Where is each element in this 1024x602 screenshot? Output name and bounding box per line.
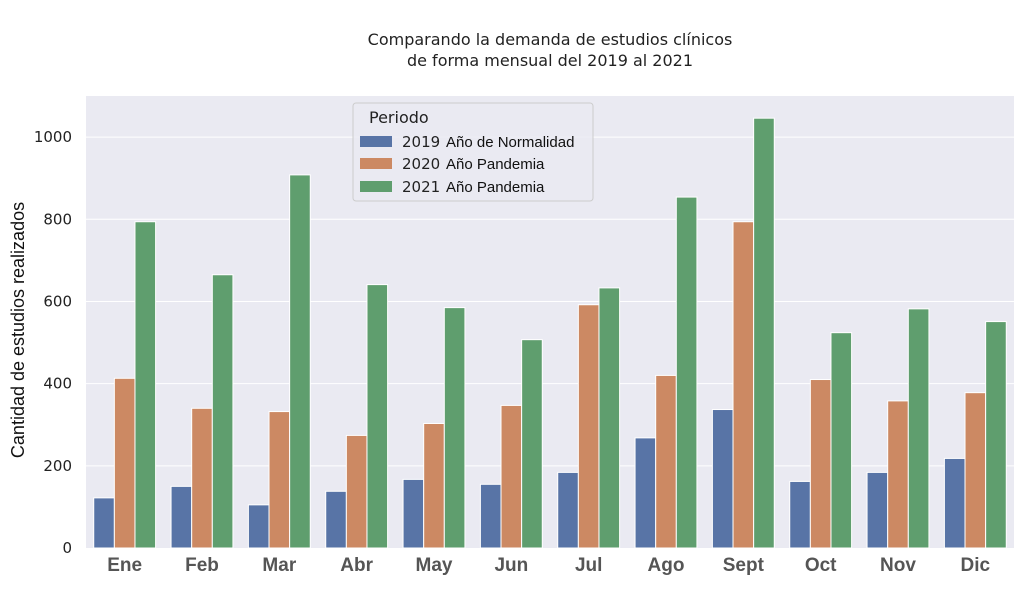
bar-ene-3 — [134, 221, 157, 549]
bar-feb-1 — [170, 485, 193, 549]
legend-title: Periodo — [369, 108, 429, 127]
y-tick-label-600: 600 — [43, 292, 72, 310]
bar-dic-3 — [985, 321, 1007, 549]
x-tick-label-may: May — [416, 555, 453, 576]
y-tick-label-1000: 1000 — [34, 128, 72, 146]
bar-may-3 — [443, 307, 466, 549]
bar-oct-1 — [789, 480, 811, 549]
bar-mar-3 — [289, 174, 311, 549]
bar-oct-3 — [830, 332, 853, 549]
bar-nov-3 — [907, 308, 930, 549]
legend-swatch-2020 — [360, 158, 392, 169]
bar-sept-2 — [732, 221, 755, 549]
bar-feb-3 — [211, 274, 234, 549]
bars — [93, 117, 1007, 549]
y-axis-label: Cantidad de estudios realizados — [8, 202, 28, 458]
bar-sept-1 — [711, 409, 734, 549]
legend-year-2019: 2019 — [402, 133, 440, 151]
x-tick-label-mar: Mar — [262, 555, 296, 576]
y-tick-label-400: 400 — [43, 375, 72, 393]
bar-jun-3 — [521, 339, 543, 549]
legend-swatch-2019 — [360, 136, 392, 147]
bar-feb-2 — [191, 407, 213, 549]
legend-year-2020: 2020 — [402, 155, 440, 173]
bar-nov-1 — [866, 471, 889, 549]
bar-ago-3 — [675, 196, 698, 549]
legend-swatch-2021 — [360, 181, 392, 192]
legend-box — [352, 102, 594, 202]
bar-jul-2 — [577, 304, 600, 549]
bar-jun-1 — [479, 483, 502, 549]
bar-abr-3 — [366, 284, 389, 549]
legend-desc-2019: Año de Normalidad — [446, 134, 574, 151]
x-tick-label-jun: Jun — [494, 555, 528, 576]
bar-ago-1 — [634, 437, 657, 549]
bar-may-2 — [423, 422, 445, 549]
bar-jul-1 — [557, 471, 579, 549]
bar-abr-1 — [325, 490, 347, 549]
chart-title: Comparando la demanda de estudios clínic… — [368, 30, 733, 49]
x-tick-label-abr: Abr — [340, 555, 373, 576]
bar-sept-3 — [753, 117, 775, 549]
bar-mar-1 — [247, 504, 270, 549]
legend: Periodo 2019 Año de Normalidad 2020 Año … — [352, 102, 594, 202]
legend-desc-2020: Año Pandemia — [446, 156, 545, 173]
bar-mar-2 — [268, 411, 291, 549]
bar-may-1 — [402, 478, 425, 549]
bar-abr-2 — [345, 434, 368, 549]
bar-oct-2 — [809, 379, 832, 549]
x-tick-label-sept: Sept — [723, 555, 765, 576]
y-tick-label-800: 800 — [43, 210, 72, 228]
y-tick-label-200: 200 — [43, 457, 72, 475]
legend-year-2021: 2021 — [402, 178, 440, 196]
bar-nov-2 — [887, 400, 909, 549]
bar-ene-2 — [113, 377, 136, 549]
chart-subtitle: de forma mensual del 2019 al 2021 — [407, 51, 693, 70]
bar-jun-2 — [500, 404, 523, 549]
bar-dic-2 — [964, 392, 987, 549]
y-tick-label-0: 0 — [62, 539, 72, 557]
x-tick-label-feb: Feb — [185, 555, 219, 576]
bar-dic-1 — [943, 457, 966, 549]
x-axis-ticks: Ene Feb Mar Abr May Jun Jul Ago Sept Oct Nov Dic — [107, 555, 990, 576]
x-tick-label-dic: Dic — [961, 555, 991, 576]
y-axis-ticks: 0 200 400 600 800 1000 — [34, 128, 72, 557]
x-tick-label-jul: Jul — [575, 555, 602, 576]
bar-ene-1 — [93, 497, 115, 549]
bar-jul-3 — [598, 287, 621, 549]
x-tick-label-ene: Ene — [107, 555, 142, 576]
bar-ago-2 — [655, 374, 677, 549]
x-tick-label-ago: Ago — [648, 555, 685, 576]
x-tick-label-oct: Oct — [805, 555, 837, 576]
x-tick-label-nov: Nov — [880, 555, 916, 576]
legend-desc-2021: Año Pandemia — [446, 179, 545, 196]
